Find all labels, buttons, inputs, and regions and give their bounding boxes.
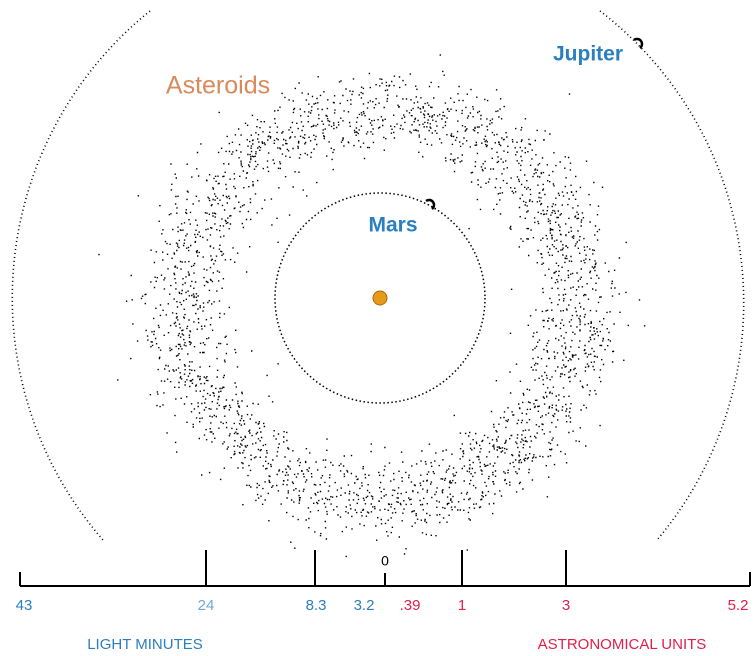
tick-label: 3.2 <box>354 597 375 614</box>
tick-label: 3 <box>562 597 570 614</box>
tick-label: 43 <box>16 597 33 614</box>
asteroids-label: Asteroids <box>166 72 270 100</box>
mars-label: Mars <box>368 214 417 237</box>
asteroid-belt <box>98 54 645 557</box>
tick-label: 8.3 <box>306 597 327 614</box>
tick-label: .39 <box>400 597 421 614</box>
sun <box>373 291 387 305</box>
jupiter-planet <box>634 39 642 48</box>
zero-label: 0 <box>381 553 389 569</box>
tick-label: 5.2 <box>728 597 749 614</box>
jupiter-label: Jupiter <box>553 43 623 66</box>
astronomical-units-title: ASTRONOMICAL UNITS <box>538 636 707 653</box>
tick-label: 24 <box>198 597 215 614</box>
jupiter-orbit <box>600 11 744 540</box>
tick-label: 1 <box>458 597 466 614</box>
light-minutes-title: LIGHT MINUTES <box>87 636 203 653</box>
diagram: Asteroids Jupiter Mars 0 43 24 8.3 3.2 .… <box>0 0 755 656</box>
page: Asteroids Jupiter Mars 0 43 24 8.3 3.2 .… <box>0 0 755 656</box>
jupiter-orbit <box>12 11 150 540</box>
mars-planet <box>426 200 434 209</box>
